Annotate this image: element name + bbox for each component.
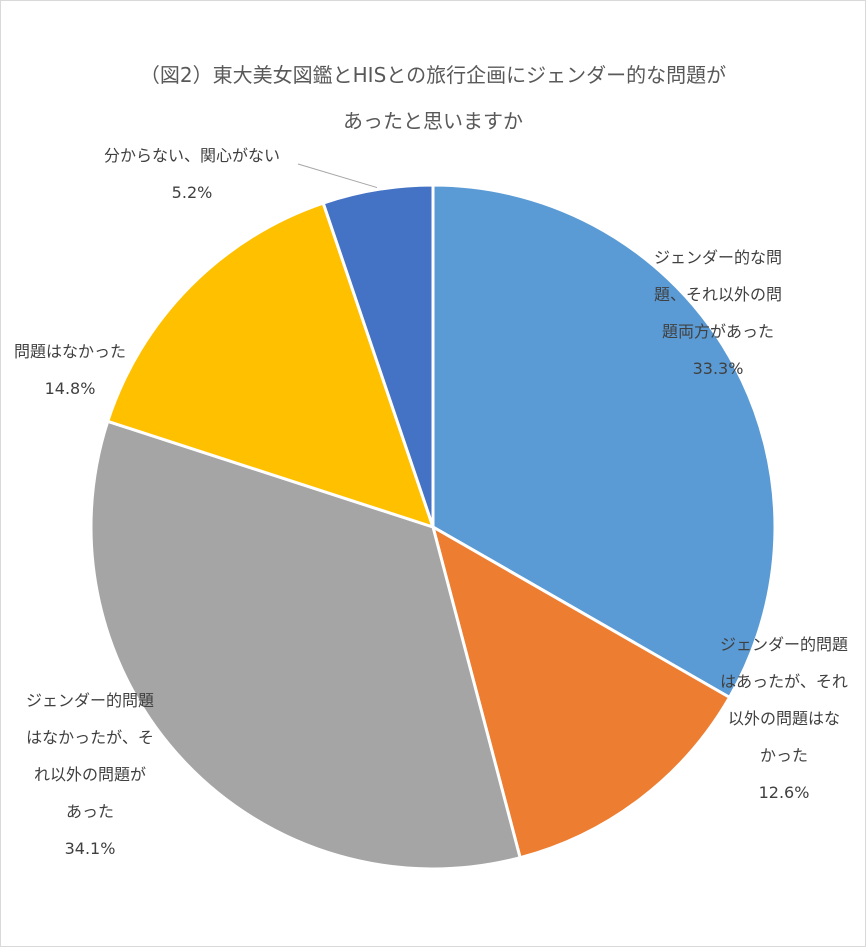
pie-slice-4	[321, 183, 435, 529]
slice-label-2-line-3: あった	[65, 802, 114, 821]
slice-label-4-value: 5.2%	[171, 183, 213, 202]
slice-label-0: ジェンダー的な問 題、それ以外の問 題両方があった 33.3%	[618, 239, 818, 387]
slice-label-2-value: 34.1%	[64, 839, 116, 858]
leader-line-slice-4	[297, 163, 378, 189]
slice-label-2-line-0: ジェンダー的問題	[25, 691, 154, 710]
slice-label-4: 分からない、関心がない 5.2%	[92, 137, 292, 211]
slice-label-0-line-1: 題、それ以外の問	[653, 285, 782, 304]
slice-label-2-line-1: はなかったが、そ	[26, 728, 154, 747]
pie-slice-0	[431, 183, 777, 699]
slice-label-3: 問題はなかった 14.8%	[0, 333, 170, 407]
slice-label-1: ジェンダー的問題 はあったが、それ 以外の問題はな かった 12.6%	[684, 626, 866, 811]
slice-label-1-line-1: はあったが、それ	[720, 672, 848, 691]
slice-label-0-line-0: ジェンダー的な問	[653, 248, 782, 267]
pie-slice-1	[431, 525, 732, 860]
slice-label-1-line-3: かった	[759, 746, 808, 765]
slice-label-2-line-2: れ以外の問題が	[33, 765, 146, 784]
slice-label-0-value: 33.3%	[692, 359, 744, 378]
slice-label-3-value: 14.8%	[44, 379, 96, 398]
chart-title-line-1: （図2）東大美女図鑑とHISとの旅行企画にジェンダー的な問題が	[139, 63, 727, 87]
slice-label-1-value: 12.6%	[758, 783, 810, 802]
pie-slice-3	[106, 201, 435, 529]
slice-label-1-line-2: 以外の問題はな	[727, 709, 840, 728]
pie-slice-2	[89, 419, 522, 871]
slice-label-0-line-2: 題両方があった	[661, 322, 774, 341]
chart-title-line-2: あったと思いますか	[343, 109, 523, 133]
slice-label-4-line-0: 分からない、関心がない	[103, 146, 280, 165]
slice-label-3-line-0: 問題はなかった	[13, 342, 126, 361]
slice-label-1-line-0: ジェンダー的問題	[719, 635, 848, 654]
slice-label-2: ジェンダー的問題 はなかったが、そ れ以外の問題が あった 34.1%	[0, 682, 190, 867]
